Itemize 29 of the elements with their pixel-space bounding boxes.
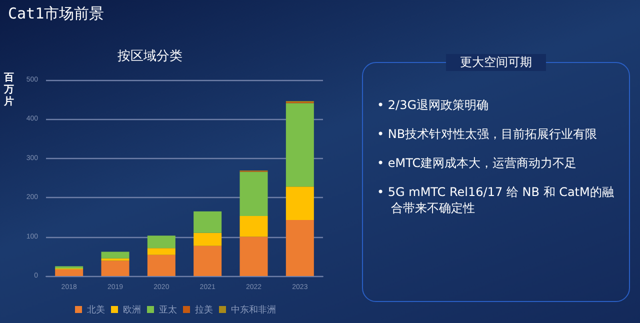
bar [194, 232, 222, 246]
bar [286, 186, 314, 220]
text: Cat1市场前景 [8, 4, 104, 22]
bar [55, 269, 84, 276]
bar [240, 172, 268, 216]
y-axis-title: 百万片 [3, 72, 14, 108]
bar [286, 220, 314, 276]
bar [101, 260, 130, 276]
text: • 5G mMTC Rel16/17 给 NB 和 CatM的融合带来不确定性 [377, 184, 615, 216]
text: 更大空间可期 [446, 54, 546, 71]
legend-label: 拉美 [195, 304, 213, 314]
bar [55, 266, 84, 269]
bar [147, 254, 176, 276]
bar [194, 246, 222, 276]
legend-label: 欧洲 [123, 304, 141, 314]
bar [194, 211, 222, 233]
legend-label: 中东和非洲 [231, 304, 276, 314]
legend-label: 北美 [87, 304, 105, 314]
chart-title: 按区域分类 [118, 48, 182, 63]
bar [286, 103, 314, 187]
bar [240, 236, 268, 276]
text: • eMTC建网成本大，运营商动力不足 [377, 155, 578, 171]
bar [240, 216, 268, 237]
bar [147, 236, 176, 248]
text: • 2/3G退网政策明确 [377, 97, 490, 113]
legend-label: 亚太 [159, 304, 177, 314]
text: • NB技术针对性太强，目前拓展行业有限 [377, 126, 598, 142]
bar [101, 252, 130, 258]
bar [147, 248, 176, 255]
